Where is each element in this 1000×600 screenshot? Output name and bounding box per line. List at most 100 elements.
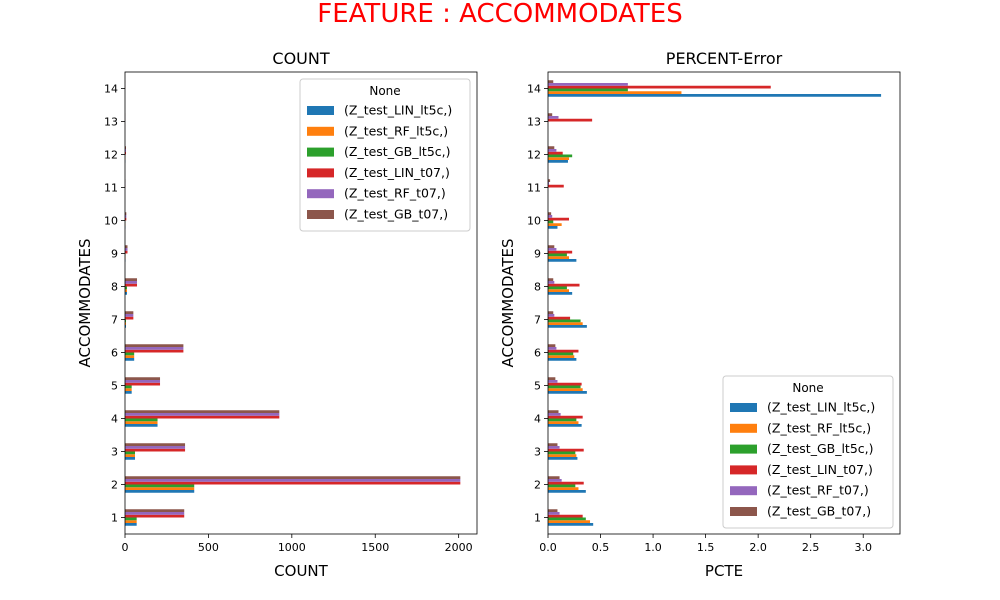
bar xyxy=(548,256,570,259)
bar xyxy=(548,382,582,386)
bar xyxy=(125,410,280,413)
y-tick-label: 2 xyxy=(534,479,541,492)
bar xyxy=(548,245,555,248)
bar xyxy=(548,80,554,83)
axes-frame xyxy=(124,71,478,535)
bar xyxy=(548,248,557,251)
bar xyxy=(125,481,461,485)
bar xyxy=(548,226,558,229)
x-tick-label: 3.0 xyxy=(854,541,872,554)
bar xyxy=(125,457,136,460)
bar xyxy=(125,490,195,493)
bar xyxy=(548,314,555,317)
bar xyxy=(125,314,134,317)
bar xyxy=(548,281,555,284)
legend-box xyxy=(722,375,894,529)
y-tick-label: 6 xyxy=(534,347,541,360)
legend-swatch xyxy=(730,507,757,516)
legend-swatch xyxy=(730,403,757,412)
y-tick-label: 11 xyxy=(527,182,541,195)
bar xyxy=(125,292,128,295)
bar xyxy=(548,355,575,358)
bar xyxy=(548,283,580,287)
y-tick-label: 2 xyxy=(111,479,118,492)
bar xyxy=(125,245,128,248)
bar xyxy=(125,344,184,347)
bar xyxy=(548,358,577,361)
bar xyxy=(548,484,576,488)
bar xyxy=(548,154,573,158)
bar xyxy=(125,424,158,427)
bar xyxy=(548,512,560,515)
x-tick-label: 2000 xyxy=(445,541,473,554)
bar xyxy=(548,487,579,490)
bar xyxy=(125,212,127,215)
x-tick-label: 0.5 xyxy=(592,541,610,554)
bar xyxy=(548,424,582,427)
bar xyxy=(125,278,138,281)
legend-entry: (Z_test_LIN_lt5c,) xyxy=(767,400,875,415)
bar xyxy=(125,281,138,284)
y-tick-label: 5 xyxy=(111,380,118,393)
bar xyxy=(125,325,127,328)
bar xyxy=(125,448,186,452)
x-tick-label: 1000 xyxy=(278,541,306,554)
legend: None (Z_test_LIN_lt5c,) (Z_test_RF_lt5c,) (… xyxy=(722,375,894,529)
bar xyxy=(125,322,127,325)
bar xyxy=(125,415,280,419)
y-tick-label: 12 xyxy=(104,149,118,162)
bar xyxy=(125,476,461,479)
bar xyxy=(548,523,594,526)
y-tick-label: 7 xyxy=(111,314,118,327)
x-tick-label: 0.0 xyxy=(539,541,557,554)
bar xyxy=(548,446,560,449)
bar xyxy=(125,382,161,386)
bar xyxy=(125,286,128,290)
bar xyxy=(125,479,461,482)
bar xyxy=(548,509,558,512)
bar xyxy=(125,418,158,422)
bar xyxy=(125,413,280,416)
bar xyxy=(125,484,195,488)
legend-entry: (Z_test_GB_t07,) xyxy=(767,504,871,519)
bar xyxy=(548,94,882,97)
y-tick-label: 10 xyxy=(104,215,118,228)
bar xyxy=(125,517,137,521)
bar xyxy=(125,352,135,356)
x-tick-label: 1.0 xyxy=(644,541,662,554)
bar xyxy=(548,259,577,262)
bar xyxy=(548,448,584,452)
y-tick-label: 3 xyxy=(534,446,541,459)
bar xyxy=(548,457,578,460)
x-tick-label: 500 xyxy=(198,541,219,554)
legend-entry: (Z_test_GB_lt5c,) xyxy=(344,144,451,159)
bar xyxy=(125,380,161,383)
bar xyxy=(548,349,579,353)
bar xyxy=(548,289,570,292)
bar xyxy=(125,520,137,523)
y-tick-label: 13 xyxy=(104,116,118,129)
bar xyxy=(548,517,586,521)
y-tick-label: 3 xyxy=(111,446,118,459)
bar xyxy=(125,388,132,391)
bar xyxy=(548,347,557,350)
bar xyxy=(548,116,559,119)
bar xyxy=(125,514,185,518)
y-tick-label: 12 xyxy=(527,149,541,162)
bar xyxy=(548,184,564,188)
bar xyxy=(548,481,584,485)
legend-entry: (Z_test_RF_t07,) xyxy=(767,483,869,498)
y-tick-label: 7 xyxy=(534,314,541,327)
bar xyxy=(125,421,158,424)
figure-suptitle: FEATURE : ACCOMMODATES xyxy=(317,0,682,29)
bar xyxy=(125,385,132,389)
bar xyxy=(125,451,136,455)
y-tick-label: 4 xyxy=(534,413,541,426)
bar xyxy=(125,316,134,320)
bar xyxy=(125,446,186,449)
bar xyxy=(548,322,583,325)
x-tick-label: 1.5 xyxy=(697,541,715,554)
bar xyxy=(548,286,567,290)
bar xyxy=(548,388,583,391)
bar xyxy=(125,391,132,394)
